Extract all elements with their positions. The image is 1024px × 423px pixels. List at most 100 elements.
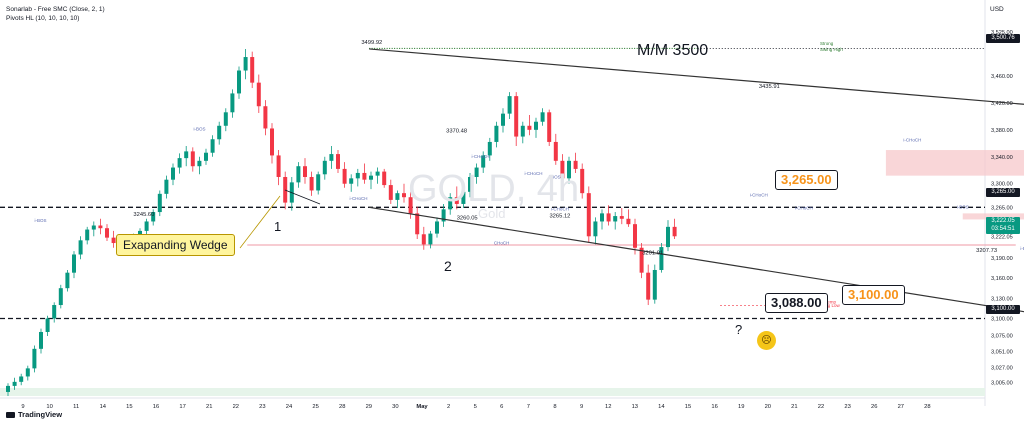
candle-body-55 xyxy=(369,175,373,180)
candle-body-54 xyxy=(362,172,367,180)
x-tick-label-2: 11 xyxy=(73,404,79,410)
candle-body-45 xyxy=(303,166,307,177)
candle-body-51 xyxy=(342,168,347,184)
smc-label-10: i-CHoCH xyxy=(903,137,921,142)
candle-body-39 xyxy=(263,106,268,129)
currency-label: USD xyxy=(990,6,1004,13)
callout-3100: 3,100.00 xyxy=(842,285,905,305)
smc-label-9: i-CHoCH xyxy=(795,205,813,210)
smc-label-12: i-BOS xyxy=(1020,246,1024,251)
pivot-label-4: 3260.05 xyxy=(457,215,478,221)
candle-body-100 xyxy=(666,226,670,248)
price-tag-current: 3,222.05 03:54:51 xyxy=(986,217,1020,234)
candle-body-88 xyxy=(586,193,591,237)
y-tick-label-6: 3,265.00 xyxy=(991,205,1013,211)
x-tick-label-16: 2 xyxy=(447,404,450,410)
candle-body-5 xyxy=(39,331,43,349)
tradingview-logo-text: TradingView xyxy=(18,410,63,419)
x-tick-label-9: 23 xyxy=(259,404,265,410)
y-tick-label-14: 3,027.00 xyxy=(991,366,1013,372)
callout-3265: 3,265.00 xyxy=(775,170,838,190)
x-tick-label-23: 13 xyxy=(632,404,638,410)
candle-body-67 xyxy=(448,197,453,210)
candle-body-40 xyxy=(270,128,274,156)
x-tick-label-7: 21 xyxy=(206,404,212,410)
candle-body-101 xyxy=(672,226,677,237)
candle-body-68 xyxy=(454,197,459,204)
candle-body-65 xyxy=(435,221,439,234)
pivot-label-5: 3265.12 xyxy=(549,213,570,219)
expanding-wedge-callout: Exapanding Wedge xyxy=(116,234,235,256)
y-tick-label-11: 3,100.00 xyxy=(991,317,1013,323)
y-tick-label-12: 3,075.00 xyxy=(991,333,1013,339)
smc-label-2: i-CHoCH xyxy=(350,196,368,201)
y-tick-label-13: 3,051.00 xyxy=(991,350,1013,356)
x-tick-label-31: 23 xyxy=(844,404,850,410)
candle-body-16 xyxy=(111,237,116,244)
x-tick-label-3: 14 xyxy=(100,404,107,410)
candle-body-52 xyxy=(349,178,354,184)
y-tick-label-4: 3,340.00 xyxy=(991,155,1013,161)
swing-high-label: Swing High xyxy=(820,47,843,52)
candle-body-11 xyxy=(78,240,83,255)
x-tick-label-19: 7 xyxy=(527,404,530,410)
candle-body-89 xyxy=(593,221,598,237)
candle-body-12 xyxy=(85,229,90,241)
candle-body-35 xyxy=(237,70,241,94)
candle-body-98 xyxy=(652,269,657,300)
candle-body-59 xyxy=(395,193,400,200)
x-tick-label-11: 25 xyxy=(312,404,318,410)
candle-body-64 xyxy=(428,233,433,245)
strong-high-label: Strong xyxy=(820,41,834,46)
candle-body-22 xyxy=(151,212,156,222)
candle-body-9 xyxy=(65,272,70,289)
x-tick-label-25: 15 xyxy=(685,404,691,410)
y-tick-label-10: 3,130.00 xyxy=(991,296,1013,302)
x-tick-label-18: 6 xyxy=(500,404,503,410)
tradingview-logo[interactable]: TradingView xyxy=(6,410,62,419)
price-tag-high: 3,500.76 xyxy=(986,34,1020,43)
callout-3088: 3,088.00 xyxy=(765,293,828,313)
candle-body-47 xyxy=(316,174,321,191)
candle-body-81 xyxy=(540,112,545,122)
smc-label-5: i-BOS xyxy=(549,174,561,179)
candle-body-63 xyxy=(421,234,426,245)
candle-body-8 xyxy=(58,288,63,306)
candle-body-99 xyxy=(659,247,664,270)
price-tag-3100: 3,100.00 xyxy=(986,305,1020,314)
candle-body-0 xyxy=(6,385,10,392)
candle-body-60 xyxy=(402,193,406,198)
temp-swing-label-1: Temp xyxy=(825,300,837,305)
candle-body-84 xyxy=(560,160,565,179)
candle-body-50 xyxy=(336,154,340,169)
x-tick-label-28: 20 xyxy=(765,404,771,410)
x-tick-label-8: 22 xyxy=(233,404,239,410)
candle-body-37 xyxy=(250,57,255,83)
x-tick-label-27: 19 xyxy=(738,404,744,410)
wedge-callout-pointer xyxy=(239,195,281,249)
candle-body-69 xyxy=(461,191,466,204)
candle-body-2 xyxy=(19,376,24,382)
candle-body-72 xyxy=(481,155,486,168)
x-tick-label-22: 12 xyxy=(605,404,611,410)
smc-label-6: i-CHoCH xyxy=(551,207,569,212)
x-tick-label-4: 15 xyxy=(126,404,132,410)
indicator-legend-pivots[interactable]: Pivots HL (10, 10, 10, 10) xyxy=(6,15,80,22)
candle-body-79 xyxy=(527,125,532,130)
candle-body-82 xyxy=(547,112,552,142)
smc-label-1: i-BOS xyxy=(35,218,47,223)
x-tick-label-20: 8 xyxy=(553,404,556,410)
pivot-label-3: 3245.60 xyxy=(133,212,154,218)
candle-body-46 xyxy=(309,176,314,191)
candle-body-33 xyxy=(223,112,228,126)
candle-body-75 xyxy=(501,113,505,126)
candle-body-76 xyxy=(507,96,512,114)
candle-body-93 xyxy=(619,216,624,219)
x-tick-label-26: 16 xyxy=(711,404,717,410)
candle-body-28 xyxy=(190,151,195,167)
candle-body-97 xyxy=(646,272,651,300)
indicator-legend-smc[interactable]: Sonarlab - Free SMC (Close, 2, 1) xyxy=(6,6,105,13)
candle-body-94 xyxy=(626,218,631,225)
candle-body-29 xyxy=(197,160,202,167)
